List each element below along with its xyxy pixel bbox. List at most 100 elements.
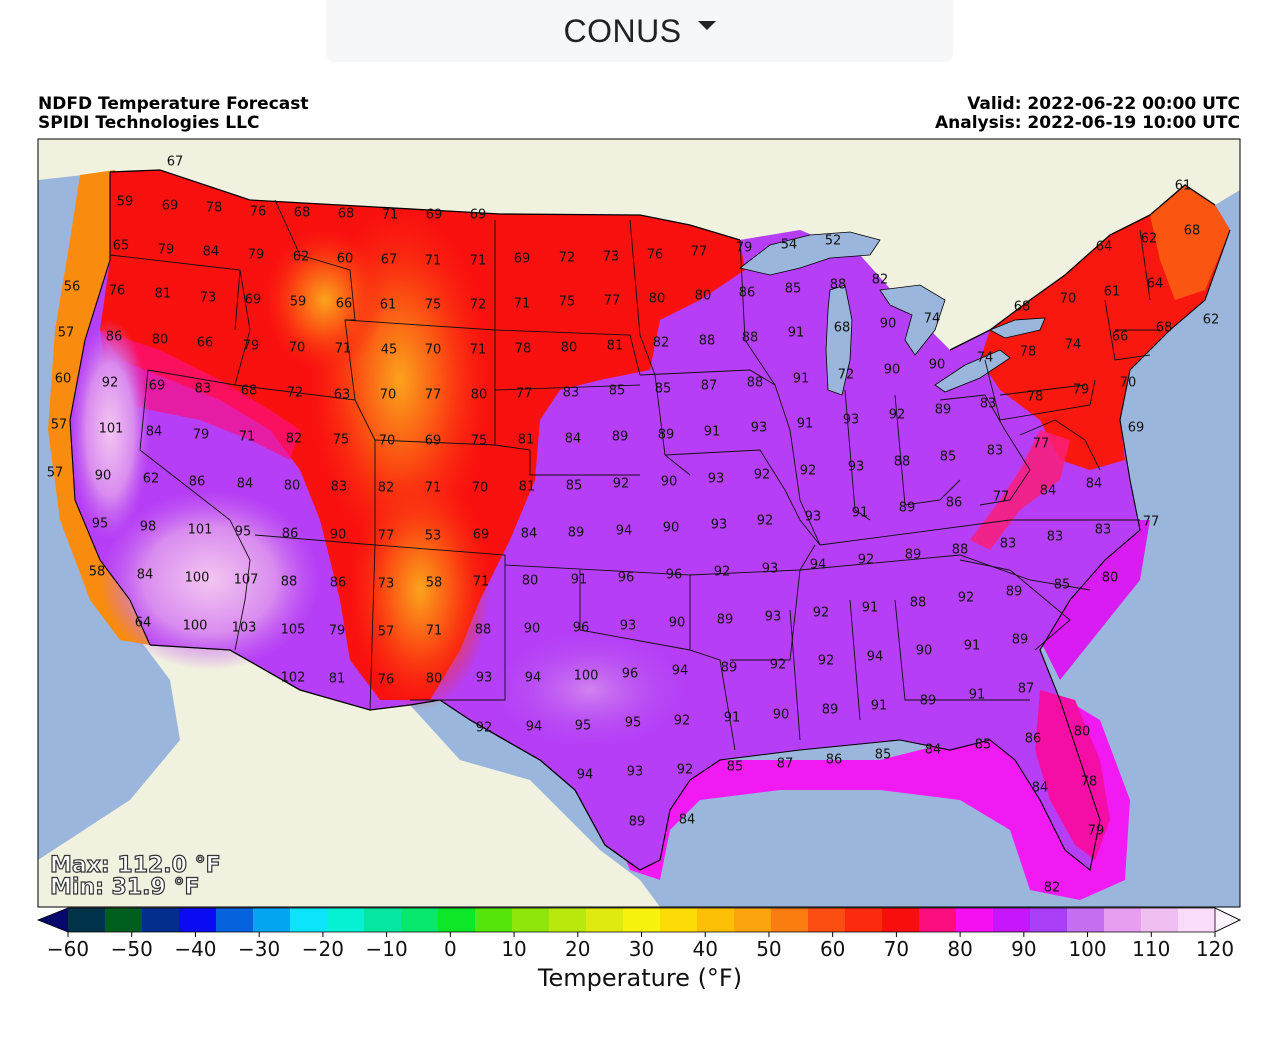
colorbar: −60 −50 −40 −30 −20 −10 0 10 20 30 40 50 60 70 80 90 100… <box>36 907 1241 961</box>
temperature-label: 74 <box>977 351 994 366</box>
temperature-label: 84 <box>203 245 220 260</box>
temperature-label: 82 <box>872 273 889 288</box>
colorbar-segment <box>438 908 476 932</box>
colorbar-tick-label: 120 <box>1196 937 1234 961</box>
temperature-label: 86 <box>826 753 843 768</box>
mexico-land <box>38 640 660 907</box>
temperature-label: 93 <box>708 472 725 487</box>
temperature-label: 69 <box>425 434 442 449</box>
temperature-label: 92 <box>754 468 771 483</box>
temperature-label: 98 <box>140 520 157 535</box>
temperature-label: 85 <box>727 760 744 775</box>
colorbar-segment <box>475 908 513 932</box>
temperature-label: 90 <box>880 317 897 332</box>
temperature-label: 90 <box>669 616 686 631</box>
map-frame <box>37 138 1241 908</box>
sierra-highlands <box>265 230 385 370</box>
temperature-label: 79 <box>243 339 260 354</box>
temperature-label: 78 <box>1081 775 1098 790</box>
temperature-label: 73 <box>603 250 620 265</box>
state-borders <box>109 199 1160 751</box>
temperature-label: 92 <box>757 514 774 529</box>
temperature-label: 80 <box>1074 725 1091 740</box>
temperature-label: 54 <box>781 238 798 253</box>
temperature-label: 66 <box>197 336 214 351</box>
temperature-label: 92 <box>677 763 694 778</box>
temperature-label: 93 <box>843 413 860 428</box>
temperature-label: 62 <box>1203 313 1220 328</box>
temperature-label: 89 <box>822 703 839 718</box>
colorbar-segment <box>327 908 365 932</box>
temperature-label: 64 <box>1096 240 1113 255</box>
country-borders <box>109 169 1216 871</box>
temperature-label: 83 <box>331 480 348 495</box>
temperature-label: 84 <box>137 568 154 583</box>
temperature-label: 81 <box>519 480 536 495</box>
temperature-label: 94 <box>616 524 633 539</box>
temperature-label: 95 <box>92 517 109 532</box>
colorbar-tick-label: 0 <box>444 937 457 961</box>
temperature-label: 74 <box>1065 338 1082 353</box>
appalachian-warm <box>970 430 1070 550</box>
temperature-label: 85 <box>975 738 992 753</box>
temperature-label: 70 <box>425 343 442 358</box>
colorbar-tick-label: 10 <box>501 937 526 961</box>
temperature-label: 84 <box>521 527 538 542</box>
temperature-label: 72 <box>287 386 304 401</box>
temperature-label: 83 <box>1000 537 1017 552</box>
colorbar-segment <box>845 908 883 932</box>
temperature-label: 101 <box>188 523 213 538</box>
valid-time: Valid: 2022-06-22 00:00 UTC <box>967 94 1240 114</box>
maine-orange <box>1150 185 1230 300</box>
colorbar-segment <box>808 908 846 932</box>
temperature-label: 64 <box>135 616 152 631</box>
temperature-label: 61 <box>1104 285 1121 300</box>
temperature-label: 71 <box>335 342 352 357</box>
temperature-label: 79 <box>193 428 210 443</box>
temperature-label: 84 <box>146 425 163 440</box>
temperature-label: 70 <box>472 481 489 496</box>
temperature-label: 76 <box>109 284 126 299</box>
temperature-label: 69 <box>162 199 179 214</box>
temperature-label: 92 <box>613 477 630 492</box>
temperature-label: 93 <box>762 562 779 577</box>
temperature-label: 86 <box>189 475 206 490</box>
temperature-label: 64 <box>1147 277 1164 292</box>
temperature-label: 85 <box>875 748 892 763</box>
temperature-label: 75 <box>559 295 576 310</box>
temperature-label: 83 <box>195 382 212 397</box>
colorbar-tick-label: 30 <box>629 937 654 961</box>
colorbar-segment <box>364 908 402 932</box>
temperature-label: 86 <box>739 286 756 301</box>
temperature-label: 92 <box>476 721 493 736</box>
temperature-label: 57 <box>378 625 395 640</box>
temperature-label: 82 <box>286 432 303 447</box>
temperature-label: 79 <box>1073 383 1090 398</box>
temperature-label: 71 <box>470 343 487 358</box>
temperature-label: 59 <box>290 295 307 310</box>
temperature-label: 68 <box>338 207 355 222</box>
temperature-label: 77 <box>516 387 533 402</box>
colorbar-segment <box>919 908 957 932</box>
temperature-label: 101 <box>99 422 124 437</box>
colorado-highlands <box>350 470 490 710</box>
colorbar-segment <box>882 908 920 932</box>
temperature-label: 71 <box>425 254 442 269</box>
temperature-label: 83 <box>1095 523 1112 538</box>
temperature-label: 73 <box>378 577 395 592</box>
temperature-label: 85 <box>785 282 802 297</box>
temperature-label: 81 <box>155 287 172 302</box>
temperature-label: 70 <box>380 388 397 403</box>
temperature-label: 71 <box>239 430 256 445</box>
temperature-label: 84 <box>237 477 254 492</box>
region-select[interactable]: CONUS <box>326 0 953 62</box>
temperature-label: 96 <box>622 667 639 682</box>
chevron-down-icon <box>697 20 716 30</box>
temperature-label: 69 <box>426 208 443 223</box>
map-title: NDFD Temperature Forecast SPIDI Technolo… <box>38 95 309 133</box>
temperature-label: 71 <box>473 575 490 590</box>
temperature-label: 92 <box>800 464 817 479</box>
temperature-label: 92 <box>770 658 787 673</box>
temperature-label: 87 <box>701 379 718 394</box>
